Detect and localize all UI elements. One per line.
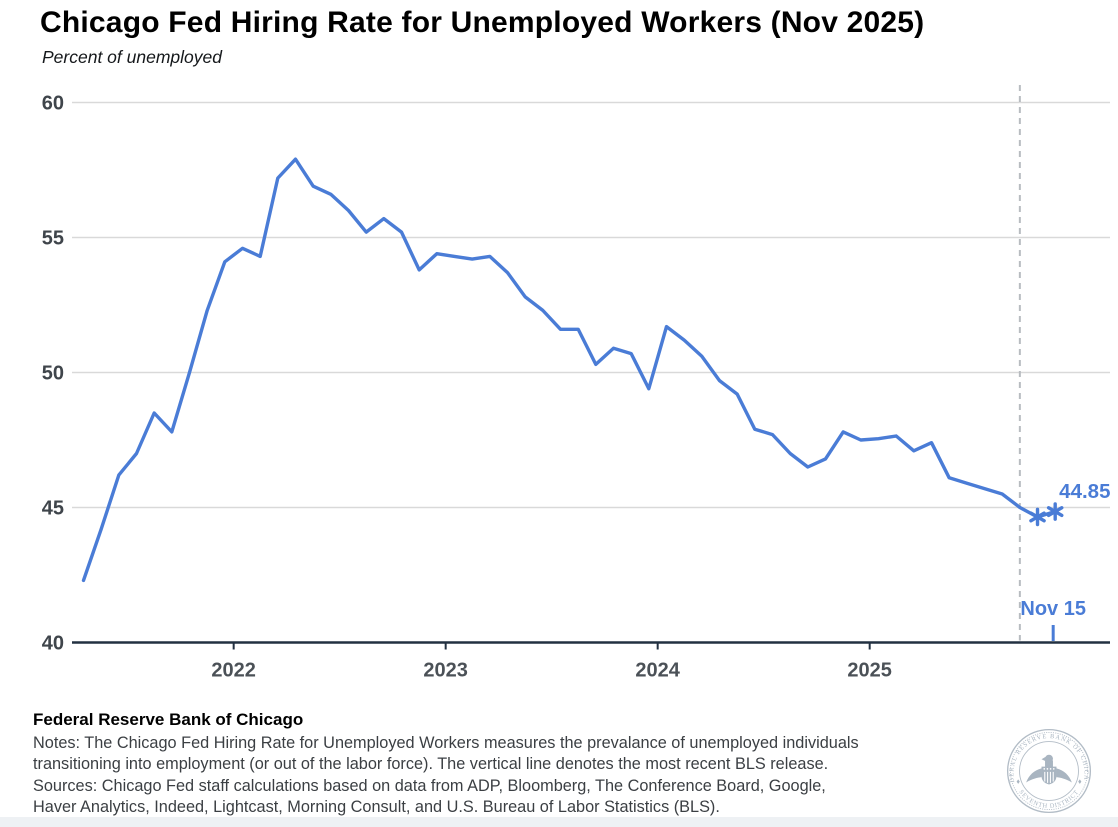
footer-sources-line-1: Sources: Chicago Fed staff calculations … xyxy=(33,776,826,795)
seal-inner-ring xyxy=(1019,741,1079,801)
svg-text:Nov 15: Nov 15 xyxy=(1020,598,1086,620)
chicago-fed-seal-logo: FEDERAL RESERVE BANK OF CHICAGO SEVENTH … xyxy=(1005,727,1092,814)
chart-subtitle: Percent of unemployed xyxy=(42,47,222,67)
svg-text:60: 60 xyxy=(42,93,64,115)
page-bottom-strip xyxy=(0,817,1118,827)
seal-outer-ring xyxy=(1006,728,1092,814)
page-title: Chicago Fed Hiring Rate for Unemployed W… xyxy=(40,6,925,39)
seal-serrated-ring xyxy=(1010,732,1088,810)
footer-notes-line-2: transitioning into employment (or out of… xyxy=(33,755,829,774)
svg-text:45: 45 xyxy=(42,498,64,520)
footer-org: Federal Reserve Bank of Chicago xyxy=(33,710,304,729)
svg-text:50: 50 xyxy=(42,363,64,385)
svg-text:40: 40 xyxy=(42,633,64,655)
svg-text:44.85: 44.85 xyxy=(1059,480,1110,503)
footer-notes: Federal Reserve Bank of Chicago Notes: T… xyxy=(33,710,1033,818)
footer-notes-line-1: Notes: The Chicago Fed Hiring Rate for U… xyxy=(33,734,859,752)
svg-text:55: 55 xyxy=(42,228,64,250)
svg-text:2024: 2024 xyxy=(635,660,680,682)
svg-text:2022: 2022 xyxy=(211,660,256,682)
seal-eagle-icon xyxy=(1016,754,1082,785)
svg-text:2025: 2025 xyxy=(847,660,892,682)
svg-text:2023: 2023 xyxy=(423,660,468,682)
footer-sources-line-2: Haver Analytics, Indeed, Lightcast, Morn… xyxy=(33,797,720,816)
